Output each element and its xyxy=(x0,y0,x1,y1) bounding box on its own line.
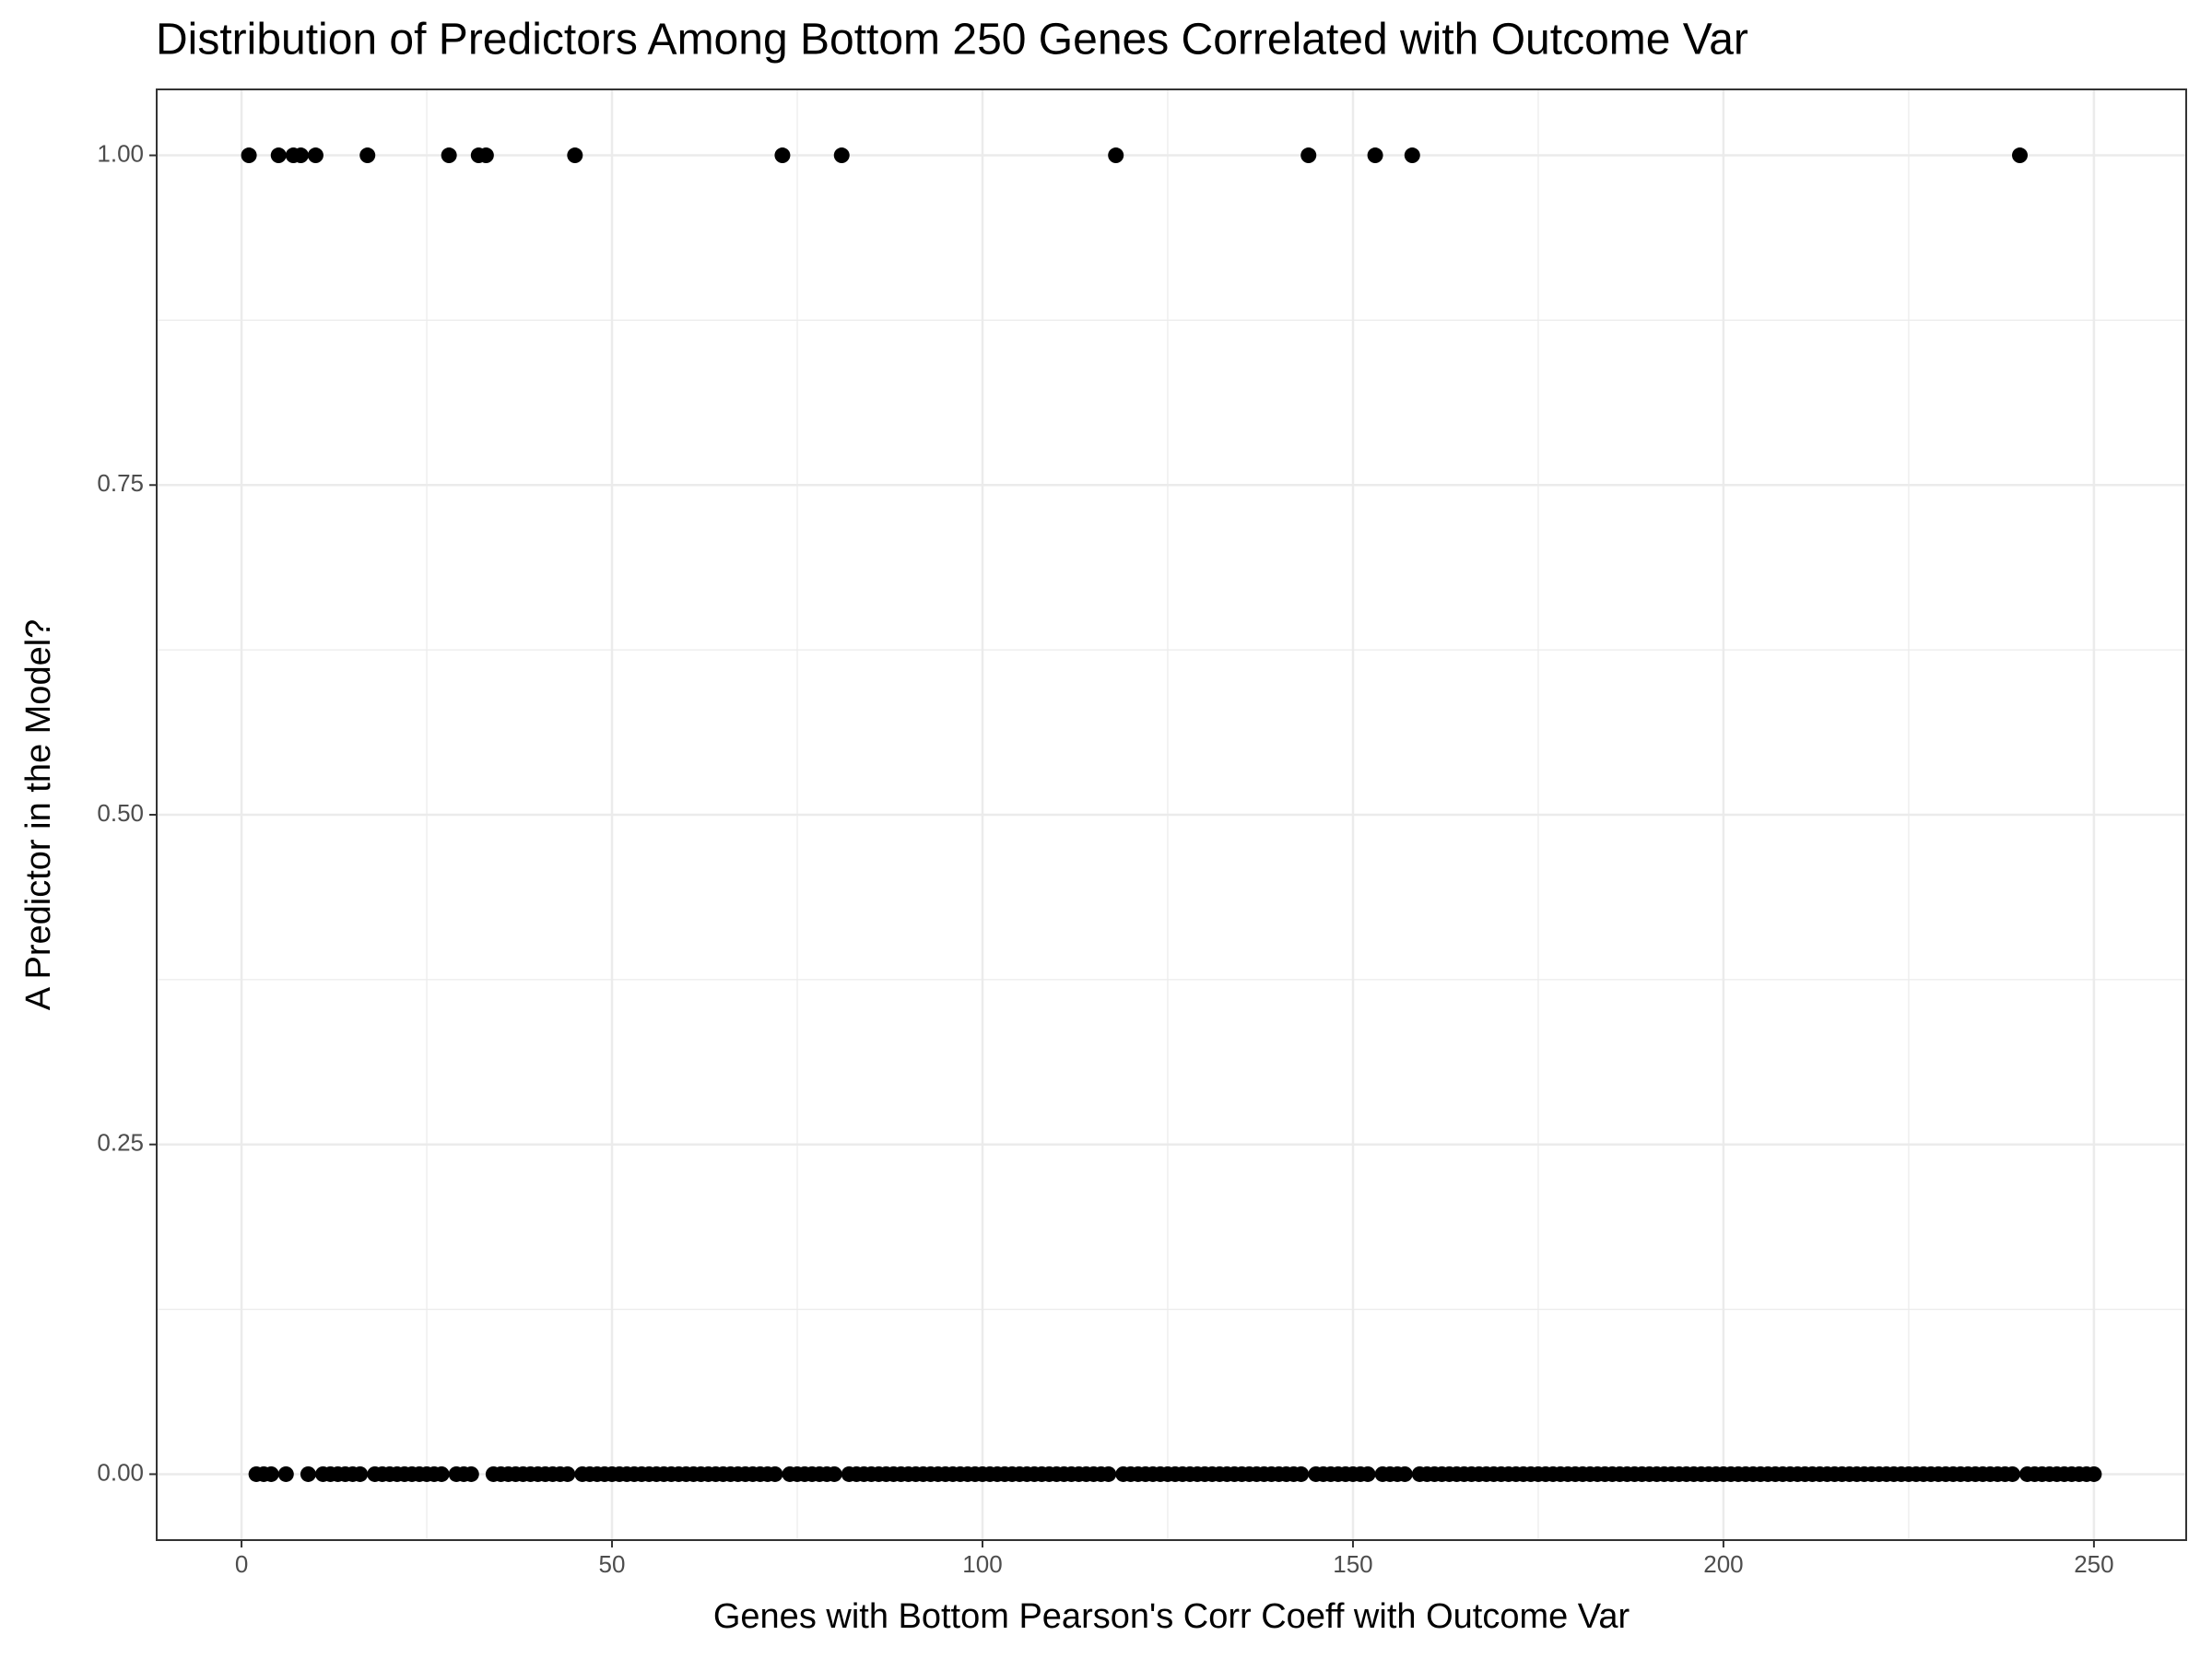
grid xyxy=(157,89,2186,1540)
x-tick-label: 0 xyxy=(235,1550,248,1578)
point xyxy=(359,147,376,164)
y-tick-label: 0.00 xyxy=(97,1458,144,1486)
point xyxy=(241,147,257,164)
point xyxy=(1404,147,1420,164)
point xyxy=(774,147,791,164)
x-axis-title: Genes with Bottom Pearson's Corr Coeff w… xyxy=(713,1597,1630,1636)
x-tick-label: 250 xyxy=(2074,1550,2113,1578)
point xyxy=(567,147,583,164)
point xyxy=(2086,1465,2102,1482)
point xyxy=(292,147,309,164)
point xyxy=(352,1465,369,1482)
chart-title: Distribution of Predictors Among Bottom … xyxy=(156,16,1748,65)
y-tick-label: 0.75 xyxy=(97,469,144,497)
point xyxy=(277,1465,294,1482)
y-tick-label: 0.25 xyxy=(97,1129,144,1157)
point xyxy=(1293,1465,1310,1482)
point xyxy=(270,147,287,164)
point xyxy=(477,147,494,164)
point xyxy=(826,1465,842,1482)
point xyxy=(767,1465,783,1482)
point xyxy=(263,1465,279,1482)
point xyxy=(1359,1465,1376,1482)
x-tick-label: 100 xyxy=(962,1550,1002,1578)
y-tick-label: 0.50 xyxy=(97,799,144,827)
points xyxy=(241,147,2102,1482)
point xyxy=(300,1465,316,1482)
point xyxy=(1100,1465,1117,1482)
point xyxy=(1300,147,1317,164)
point xyxy=(441,147,457,164)
point xyxy=(307,147,324,164)
point xyxy=(2004,1465,2020,1482)
axes: 0 50 100 150 200 250 0.00 0.25 0.50 0.75 1.00 xyxy=(97,139,2113,1577)
point xyxy=(833,147,850,164)
point xyxy=(1367,147,1383,164)
y-tick-label: 1.00 xyxy=(97,139,144,167)
point xyxy=(463,1465,479,1482)
point xyxy=(1108,147,1124,164)
y-axis-title: A Predictor in the Model? xyxy=(19,619,58,1011)
point xyxy=(559,1465,576,1482)
x-tick-label: 50 xyxy=(599,1550,626,1578)
x-tick-label: 150 xyxy=(1333,1550,1372,1578)
point xyxy=(2012,147,2029,164)
point xyxy=(433,1465,450,1482)
x-tick-label: 200 xyxy=(1703,1550,1743,1578)
point xyxy=(1396,1465,1413,1482)
